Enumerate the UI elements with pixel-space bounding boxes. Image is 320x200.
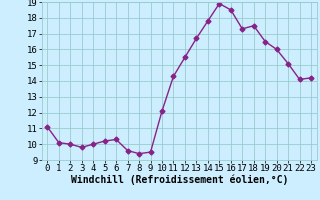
X-axis label: Windchill (Refroidissement éolien,°C): Windchill (Refroidissement éolien,°C) <box>70 175 288 185</box>
